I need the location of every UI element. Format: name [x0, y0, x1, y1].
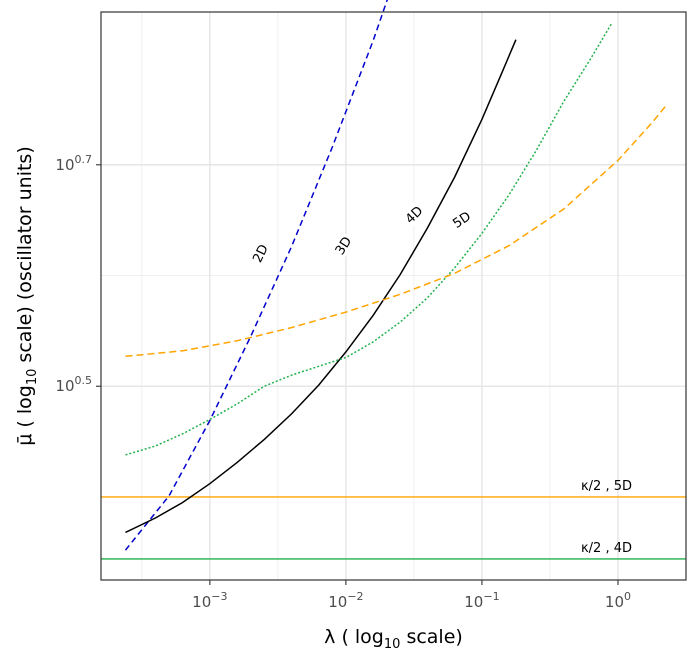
reference-line-label: κ/2 , 4D — [581, 541, 632, 556]
curve-label-background — [400, 201, 428, 229]
panel-border — [100, 11, 687, 581]
series-line-2d — [124, 0, 388, 551]
grid-major — [101, 12, 686, 580]
x-tick-label: 10−2 — [328, 590, 363, 611]
x-tick-label: 10−3 — [192, 590, 227, 611]
x-axis-title: λ ( log10 scale) — [324, 626, 463, 652]
curve-label-background — [330, 232, 356, 260]
y-tick-label: 100.7 — [55, 153, 92, 174]
curve-label-background — [248, 239, 273, 267]
y-axis-title: μ̄ ( log10 scale) (oscillator units) — [14, 146, 40, 445]
series-line-3d — [125, 39, 517, 534]
curve-label-background — [447, 206, 476, 233]
series-line-5d — [125, 105, 667, 358]
x-tick-label: 10−1 — [464, 590, 499, 611]
x-axis: 10−3 10−2 10−1 100 — [192, 580, 631, 611]
curve-label-text: 2D — [250, 242, 271, 265]
series-lines — [124, 0, 667, 551]
y-tick-label: 100.5 — [55, 374, 92, 395]
grid-minor — [101, 12, 686, 580]
series-line-4d — [125, 23, 612, 456]
reference-lines: κ/2 , 5D κ/2 , 4D — [101, 479, 686, 560]
x-tick-label: 100 — [605, 590, 631, 611]
curve-label-2d: 2D — [248, 239, 273, 267]
reference-line-label: κ/2 , 5D — [581, 479, 632, 494]
